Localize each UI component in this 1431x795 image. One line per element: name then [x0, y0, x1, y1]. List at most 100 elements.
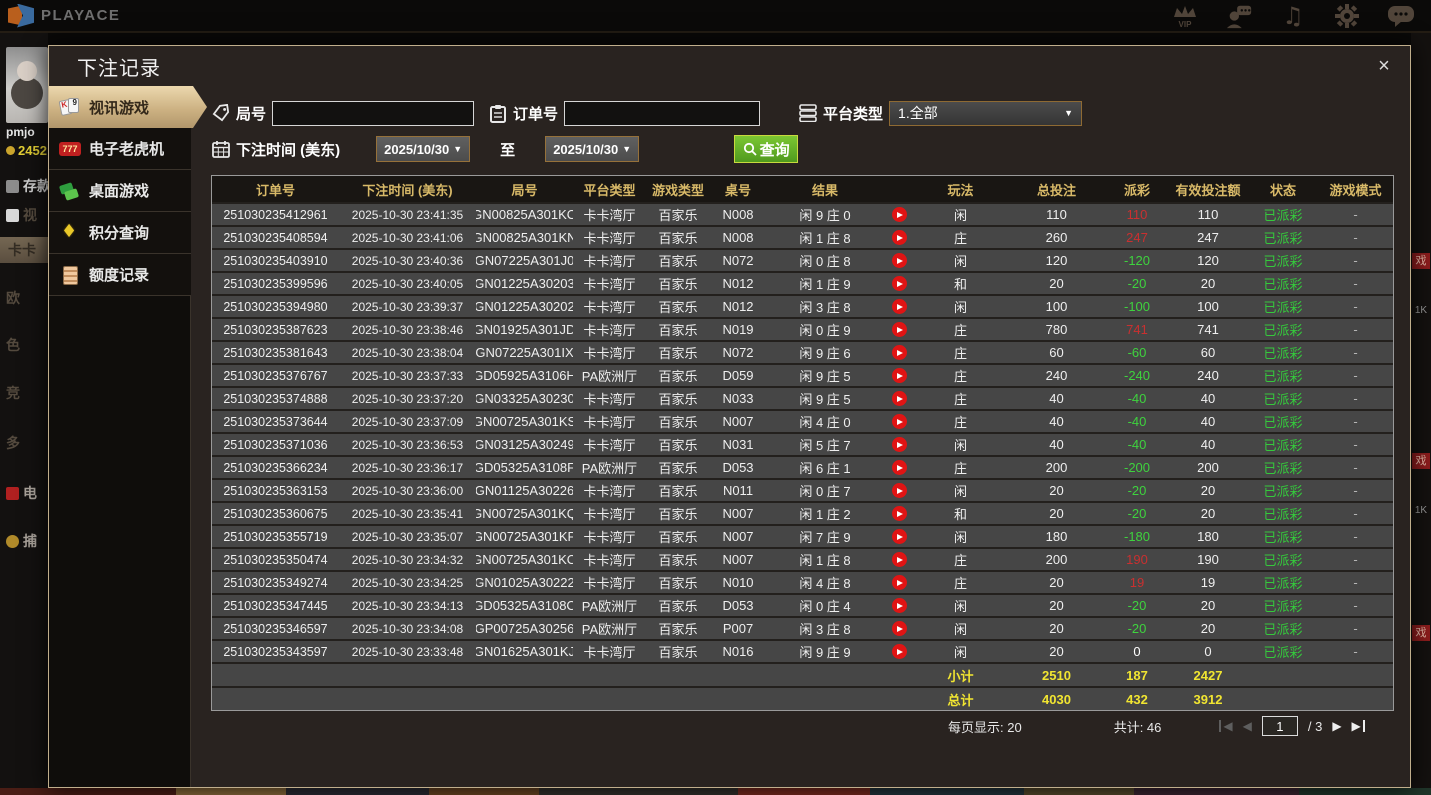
cell-order-id: 251030235363153	[223, 483, 328, 498]
col-header-play: 玩法	[947, 182, 974, 198]
cell-order-id: 251030235371036	[223, 437, 328, 452]
replay-play-button[interactable]	[891, 253, 907, 268]
replay-play-button[interactable]	[891, 598, 907, 613]
subtotal-payout: 187	[1126, 667, 1148, 683]
date-from-picker[interactable]: 2025/10/30 ▼	[376, 136, 471, 162]
grand-total-row: 总计 4030 432 3912	[212, 686, 1393, 710]
cell-platform: 卡卡湾厅	[583, 346, 636, 361]
replay-play-button[interactable]	[891, 414, 907, 429]
page-number-input[interactable]	[1261, 716, 1298, 736]
cell-game-type: 百家乐	[658, 415, 698, 430]
subtotal-row: 小计 2510 187 2427	[212, 662, 1393, 686]
table-row: 251030235387623 2025-10-30 23:38:46 GN01…	[212, 317, 1393, 340]
customer-service-icon[interactable]	[1225, 3, 1253, 29]
bg-menu-slots: 电	[6, 483, 37, 503]
sidebar-item-credit-records[interactable]: 额度记录	[49, 254, 191, 296]
cell-table-no: N016	[722, 644, 754, 659]
cell-bet-time: 2025-10-30 23:35:41	[351, 506, 464, 521]
order-number-input[interactable]	[564, 100, 761, 126]
cell-game-mode: -	[1353, 575, 1358, 590]
replay-play-button[interactable]	[891, 529, 907, 544]
chat-bubble-icon[interactable]	[1387, 3, 1415, 29]
replay-play-button[interactable]	[891, 230, 907, 245]
replay-play-button[interactable]	[891, 575, 907, 590]
cell-status: 已派彩	[1263, 530, 1303, 545]
cell-bet-time: 2025-10-30 23:37:20	[351, 391, 464, 406]
cell-platform: 卡卡湾厅	[583, 553, 636, 568]
replay-play-button[interactable]	[891, 460, 907, 475]
cell-platform: 卡卡湾厅	[583, 438, 636, 453]
replay-play-button[interactable]	[891, 368, 907, 383]
platform-type-select[interactable]: 1.全部 ▼	[889, 100, 1083, 126]
cell-status: 已派彩	[1263, 461, 1303, 476]
sidebar-item-label: 视讯游戏	[89, 99, 150, 117]
cell-round: GN07225A301IX	[476, 345, 573, 360]
replay-play-button[interactable]	[891, 207, 907, 222]
col-header-status: 状态	[1269, 182, 1296, 198]
replay-play-button[interactable]	[891, 552, 907, 567]
cell-order-id: 251030235350474	[223, 552, 328, 567]
cell-payout: -40	[1127, 437, 1147, 452]
cell-table-no: N012	[722, 276, 754, 291]
background-left-sidebar: pmjo 2452 存款 视 卡卡 欧 色 竞 多 电 捕	[0, 33, 48, 788]
sidebar-item-points[interactable]: 积分查询	[49, 212, 191, 254]
cell-game-mode: -	[1353, 207, 1358, 222]
records-icon	[59, 265, 81, 285]
prev-page-icon[interactable]: ◀	[1242, 719, 1252, 733]
sidebar-item-label: 桌面游戏	[89, 183, 150, 200]
cell-order-id: 251030235343597	[223, 644, 328, 659]
sidebar-item-table-games[interactable]: 桌面游戏	[49, 170, 191, 212]
cell-total-bet: 20	[1049, 644, 1064, 659]
sidebar-item-slots[interactable]: 电子老虎机	[49, 128, 191, 170]
col-header-order-id: 订单号	[255, 182, 295, 198]
cell-game-mode: -	[1353, 437, 1358, 452]
first-page-icon[interactable]: ◀	[1219, 720, 1233, 732]
replay-play-button[interactable]	[891, 483, 907, 498]
cell-order-id: 251030235394980	[223, 299, 328, 314]
replay-play-button[interactable]	[891, 437, 907, 452]
replay-play-button[interactable]	[891, 621, 907, 636]
clipboard-icon	[488, 103, 508, 123]
date-from-value: 2025/10/30	[384, 141, 450, 157]
cell-game-type: 百家乐	[658, 277, 698, 292]
cell-table-no: N007	[722, 552, 754, 567]
date-to-picker[interactable]: 2025/10/30 ▼	[545, 136, 640, 162]
cell-total-bet: 20	[1049, 621, 1064, 636]
cell-table-no: D053	[722, 598, 754, 613]
bg-fragment: 1K	[1414, 505, 1428, 516]
bg-fragment: 1K	[1414, 305, 1428, 316]
sidebar-item-live-games[interactable]: 视讯游戏	[49, 86, 207, 128]
replay-play-button[interactable]	[891, 644, 907, 659]
cell-platform: 卡卡湾厅	[583, 323, 636, 338]
cell-round: GN00725A301KO	[476, 552, 573, 567]
deposit-label: 存款	[6, 176, 48, 196]
replay-play-button[interactable]	[891, 276, 907, 291]
cell-valid-bet: 200	[1197, 460, 1219, 475]
cell-game-mode: -	[1353, 552, 1358, 567]
cell-round: GN01025A30222	[476, 575, 573, 590]
chevron-down-icon: ▼	[622, 144, 632, 154]
vip-icon[interactable]: VIP	[1171, 3, 1199, 29]
replay-play-button[interactable]	[891, 391, 907, 406]
replay-play-button[interactable]	[891, 299, 907, 314]
cell-status: 已派彩	[1263, 576, 1303, 591]
music-icon[interactable]: ♫	[1282, 1, 1304, 30]
cell-game-type: 百家乐	[658, 392, 698, 407]
bg-menu-jing: 竞	[6, 385, 20, 401]
next-page-icon[interactable]: ▶	[1332, 719, 1342, 733]
search-button[interactable]: 查询	[734, 135, 799, 163]
cell-round: GN00725A301KP	[476, 529, 573, 544]
platform-list-icon	[798, 103, 818, 123]
cell-game-type: 百家乐	[658, 599, 698, 614]
replay-play-button[interactable]	[891, 345, 907, 360]
round-number-input[interactable]	[272, 100, 475, 126]
replay-play-button[interactable]	[891, 506, 907, 521]
cell-bet-time: 2025-10-30 23:38:46	[351, 322, 464, 337]
last-page-icon[interactable]: ▶	[1352, 720, 1365, 732]
cell-result: 闲 0 庄 8	[799, 254, 851, 269]
cell-status: 已派彩	[1263, 392, 1303, 407]
close-icon[interactable]: ×	[1378, 54, 1390, 77]
settings-gear-icon[interactable]	[1333, 3, 1361, 29]
cell-order-id: 251030235347445	[223, 598, 328, 613]
replay-play-button[interactable]	[891, 322, 907, 337]
